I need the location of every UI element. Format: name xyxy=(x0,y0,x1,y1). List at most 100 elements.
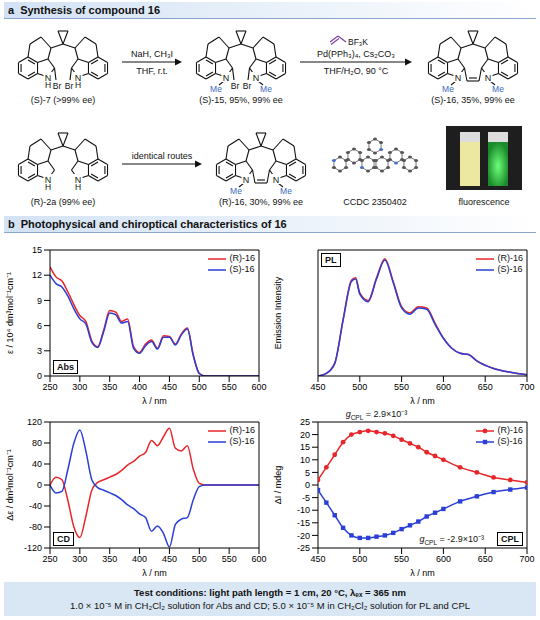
svg-text:fluorescence: fluorescence xyxy=(458,197,509,207)
svg-text:identical routes: identical routes xyxy=(132,151,193,161)
svg-text:N: N xyxy=(243,175,250,185)
svg-text:H: H xyxy=(45,182,51,192)
svg-text:0: 0 xyxy=(37,480,42,490)
svg-text:ΔI / mdeg: ΔI / mdeg xyxy=(273,466,283,505)
svg-text:Me: Me xyxy=(280,186,292,196)
svg-text:Br: Br xyxy=(65,81,74,91)
svg-text:BF₃K: BF₃K xyxy=(348,37,368,47)
svg-text:λ / nm: λ / nm xyxy=(142,396,167,406)
svg-text:600: 600 xyxy=(251,382,266,392)
svg-text:H: H xyxy=(75,182,81,192)
svg-text:120: 120 xyxy=(27,417,42,427)
html-text:Abs: Abs xyxy=(57,362,74,372)
svg-text:(S)-16, 35%, 99% ee: (S)-16, 35%, 99% ee xyxy=(431,95,515,105)
svg-text:300: 300 xyxy=(72,382,87,392)
svg-text:CCDC 2350402: CCDC 2350402 xyxy=(343,197,407,207)
svg-text:450: 450 xyxy=(310,382,325,392)
html-text:Photophysical and chiroptical: Photophysical and chiroptical characteri… xyxy=(20,218,287,230)
svg-text:700: 700 xyxy=(519,382,534,392)
svg-text:3: 3 xyxy=(37,346,42,356)
svg-text:15: 15 xyxy=(32,245,42,255)
svg-text:Me: Me xyxy=(492,84,504,94)
svg-text:550: 550 xyxy=(222,554,237,564)
svg-text:Me: Me xyxy=(230,186,242,196)
svg-text:250: 250 xyxy=(42,382,57,392)
html-text:Synthesis of compound 16: Synthesis of compound 16 xyxy=(20,4,161,16)
svg-text:550: 550 xyxy=(394,382,409,392)
svg-text:15: 15 xyxy=(300,442,310,452)
svg-text:550: 550 xyxy=(222,382,237,392)
html-text:gCPL= 2.9×10⁻³: gCPL= 2.9×10⁻³ xyxy=(345,409,408,421)
svg-text:NaH, CH₃I: NaH, CH₃I xyxy=(131,49,173,59)
svg-text:λ / nm: λ / nm xyxy=(142,568,167,578)
svg-text:-25: -25 xyxy=(297,543,310,553)
html-text:Test conditions: light path le: Test conditions: light path length = 1 c… xyxy=(134,587,406,598)
svg-text:Me: Me xyxy=(442,84,454,94)
svg-text:-10: -10 xyxy=(297,505,310,515)
svg-text:450: 450 xyxy=(162,382,177,392)
svg-text:5: 5 xyxy=(305,468,310,478)
svg-text:600: 600 xyxy=(251,554,266,564)
svg-text:650: 650 xyxy=(478,554,493,564)
svg-text:500: 500 xyxy=(352,382,367,392)
svg-text:25: 25 xyxy=(300,417,310,427)
svg-text:N: N xyxy=(273,175,280,185)
svg-text:350: 350 xyxy=(102,554,117,564)
svg-text:0: 0 xyxy=(305,480,310,490)
svg-text:80: 80 xyxy=(32,438,42,448)
svg-text:250: 250 xyxy=(42,554,57,564)
svg-text:Emission Intensity: Emission Intensity xyxy=(273,276,283,349)
svg-text:550: 550 xyxy=(394,554,409,564)
svg-text:-40: -40 xyxy=(29,501,42,511)
svg-text:-80: -80 xyxy=(29,522,42,532)
html-text:gCPL= -2.9×10⁻³: gCPL= -2.9×10⁻³ xyxy=(419,534,485,546)
svg-text:Br: Br xyxy=(243,81,252,91)
svg-text:Pd(PPh₃)₄, Cs₂CO₃: Pd(PPh₃)₄, Cs₂CO₃ xyxy=(317,49,395,59)
svg-text:-20: -20 xyxy=(297,531,310,541)
svg-text:40: 40 xyxy=(32,459,42,469)
svg-text:THF, r.t.: THF, r.t. xyxy=(136,66,168,76)
svg-text:6: 6 xyxy=(37,321,42,331)
svg-text:20: 20 xyxy=(300,430,310,440)
svg-text:700: 700 xyxy=(519,554,534,564)
svg-text:Br: Br xyxy=(231,81,240,91)
svg-text:(R)-16, 30%, 99% ee: (R)-16, 30%, 99% ee xyxy=(219,197,303,207)
svg-text:λ / nm: λ / nm xyxy=(410,568,435,578)
svg-text:Me: Me xyxy=(210,84,222,94)
svg-text:THF/H₂O, 90 °C: THF/H₂O, 90 °C xyxy=(324,66,389,76)
svg-text:450: 450 xyxy=(310,554,325,564)
svg-text:450: 450 xyxy=(162,554,177,564)
svg-text:350: 350 xyxy=(102,382,117,392)
html-text:1.0 × 10⁻⁵ M in CH₂Cl₂ solutio: 1.0 × 10⁻⁵ M in CH₂Cl₂ solution for Abs … xyxy=(70,600,470,611)
svg-text:400: 400 xyxy=(132,554,147,564)
svg-text:λ / nm: λ / nm xyxy=(410,396,435,406)
svg-text:(S)-15, 95%, 99% ee: (S)-15, 95%, 99% ee xyxy=(199,95,283,105)
svg-text:10: 10 xyxy=(300,455,310,465)
svg-text:Δε / dm³mol⁻¹cm⁻¹: Δε / dm³mol⁻¹cm⁻¹ xyxy=(5,449,15,521)
svg-text:600: 600 xyxy=(436,554,451,564)
svg-text:9: 9 xyxy=(37,296,42,306)
svg-text:600: 600 xyxy=(436,382,451,392)
svg-text:Me: Me xyxy=(260,84,272,94)
svg-text:0: 0 xyxy=(37,371,42,381)
svg-text:N: N xyxy=(223,73,230,83)
svg-text:500: 500 xyxy=(192,554,207,564)
svg-text:H: H xyxy=(45,80,51,90)
svg-text:500: 500 xyxy=(192,382,207,392)
svg-text:-15: -15 xyxy=(297,518,310,528)
svg-text:(R)-2a (99% ee): (R)-2a (99% ee) xyxy=(31,197,96,207)
svg-text:12: 12 xyxy=(32,270,42,280)
svg-text:H: H xyxy=(75,80,81,90)
svg-text:400: 400 xyxy=(132,382,147,392)
svg-text:-5: -5 xyxy=(302,493,310,503)
svg-text:ε / 10⁴ dm³mol⁻¹cm⁻¹: ε / 10⁴ dm³mol⁻¹cm⁻¹ xyxy=(5,272,15,354)
svg-text:N: N xyxy=(455,73,462,83)
svg-text:500: 500 xyxy=(352,554,367,564)
svg-text:(S)-7 (>99% ee): (S)-7 (>99% ee) xyxy=(31,95,95,105)
svg-text:N: N xyxy=(485,73,492,83)
svg-text:650: 650 xyxy=(478,382,493,392)
svg-text:Br: Br xyxy=(53,81,62,91)
svg-text:-120: -120 xyxy=(24,543,42,553)
svg-text:300: 300 xyxy=(72,554,87,564)
svg-text:N: N xyxy=(253,73,260,83)
